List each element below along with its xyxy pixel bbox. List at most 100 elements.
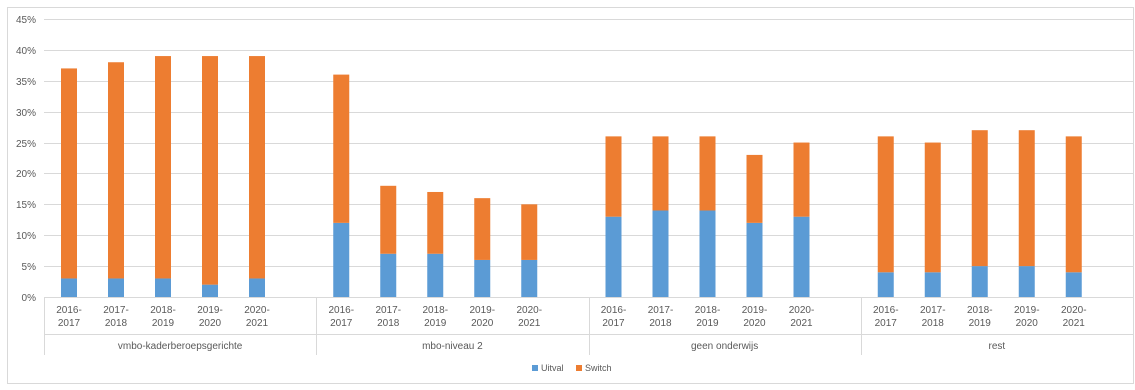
bar-switch [474, 198, 491, 260]
bar-switch [521, 204, 538, 260]
bar-uitval [333, 222, 350, 297]
x-tick-label: 2018- [150, 305, 176, 316]
bar-switch [605, 136, 622, 217]
bars [61, 56, 1082, 297]
y-tick-label: 15% [16, 200, 36, 211]
x-tick-label: 2018 [649, 318, 672, 329]
bar-switch [793, 142, 810, 217]
x-tick-label: 2020 [743, 318, 766, 329]
bar-switch [380, 185, 397, 254]
x-tick-label: 2018- [422, 305, 448, 316]
legend-label-uitval: Uitval [541, 363, 564, 373]
bar-uitval [427, 253, 444, 297]
bar-switch [746, 154, 763, 223]
bar-switch [652, 136, 669, 211]
bar-switch [1018, 130, 1035, 267]
x-axis: 2016- 2017 2017- 2018 2018- 2019 2019- 2020 2020… [44, 297, 1134, 355]
x-tick-label: 2021 [1063, 318, 1086, 329]
x-tick-label: 2017- [103, 305, 129, 316]
bar-uitval [877, 272, 894, 297]
bar-switch [108, 62, 124, 279]
x-tick-label: 2020- [516, 305, 542, 316]
y-tick-label: 20% [16, 169, 36, 180]
gridlines [7, 7, 1134, 384]
bar-switch [155, 56, 171, 279]
bar-uitval [605, 216, 622, 297]
x-tick-label: 2018 [105, 318, 128, 329]
x-tick-label: 2020 [471, 318, 494, 329]
group-label: geen onderwijs [691, 341, 758, 352]
x-tick-label: 2017 [875, 318, 898, 329]
bar-switch [877, 136, 894, 273]
bar-uitval [380, 253, 397, 297]
x-tick-label: 2018- [967, 305, 993, 316]
x-tick-label: 2021 [790, 318, 813, 329]
legend-swatch-uitval [532, 365, 538, 371]
bar-switch [699, 136, 716, 211]
bar-switch [61, 68, 77, 279]
x-tick-label: 2019- [469, 305, 495, 316]
bar-switch [924, 142, 941, 273]
x-tick-label: 2017- [920, 305, 946, 316]
x-tick-label: 2020 [199, 318, 222, 329]
x-tick-label: 2017 [330, 318, 353, 329]
x-tick-label: 2019- [742, 305, 768, 316]
x-tick-label: 2020- [1061, 305, 1087, 316]
group-label: mbo-niveau 2 [422, 341, 483, 352]
group-label: vmbo-kaderberoepsgerichte [118, 341, 243, 352]
x-tick-label: 2018 [377, 318, 400, 329]
x-tick-label: 2019 [152, 318, 175, 329]
x-tick-label: 2019 [424, 318, 447, 329]
chart-frame [7, 7, 1134, 384]
y-tick-label: 10% [16, 231, 36, 242]
y-tick-label: 25% [16, 139, 36, 150]
bar-switch [971, 130, 988, 267]
x-tick-label: 2020- [244, 305, 270, 316]
legend: Uitval Switch [532, 363, 612, 373]
x-tick-label: 2019- [1014, 305, 1040, 316]
x-tick-label: 2017- [375, 305, 401, 316]
y-tick-label: 5% [22, 262, 37, 273]
bar-uitval [1065, 272, 1082, 297]
x-tick-label: 2016- [873, 305, 899, 316]
bar-uitval [924, 272, 941, 297]
y-tick-label: 40% [16, 46, 36, 57]
x-tick-label: 2021 [518, 318, 541, 329]
bar-uitval [61, 278, 77, 297]
x-tick-label: 2018 [922, 318, 945, 329]
bar-uitval [155, 278, 171, 297]
x-tick-label: 2017 [58, 318, 81, 329]
x-tick-label: 2019 [696, 318, 719, 329]
x-tick-label: 2016- [601, 305, 627, 316]
legend-swatch-switch [576, 365, 582, 371]
bar-switch [333, 74, 350, 223]
x-tick-label: 2021 [246, 318, 269, 329]
x-tick-label: 2017- [648, 305, 674, 316]
bar-uitval [652, 210, 669, 297]
bar-switch [1065, 136, 1082, 273]
bar-uitval [521, 259, 538, 297]
legend-label-switch: Switch [585, 363, 612, 373]
x-tick-label: 2020 [1016, 318, 1039, 329]
bar-uitval [699, 210, 716, 297]
y-axis: 0% 5% 10% 15% 20% 25% 30% 35% 40% 45% [16, 15, 36, 304]
x-tick-label: 2019- [197, 305, 223, 316]
x-tick-label: 2017 [602, 318, 625, 329]
bar-uitval [971, 266, 988, 297]
bar-uitval [249, 278, 265, 297]
x-tick-label: 2018- [695, 305, 721, 316]
bar-uitval [746, 222, 763, 297]
bar-uitval [108, 278, 124, 297]
bar-switch [249, 56, 265, 279]
bar-switch [202, 56, 218, 285]
y-tick-label: 0% [22, 293, 37, 304]
group-label: rest [989, 341, 1006, 352]
bar-switch [427, 191, 444, 254]
bar-uitval [793, 216, 810, 297]
bar-uitval [1018, 266, 1035, 297]
bar-uitval [202, 284, 218, 297]
x-tick-label: 2020- [789, 305, 815, 316]
y-tick-label: 35% [16, 77, 36, 88]
